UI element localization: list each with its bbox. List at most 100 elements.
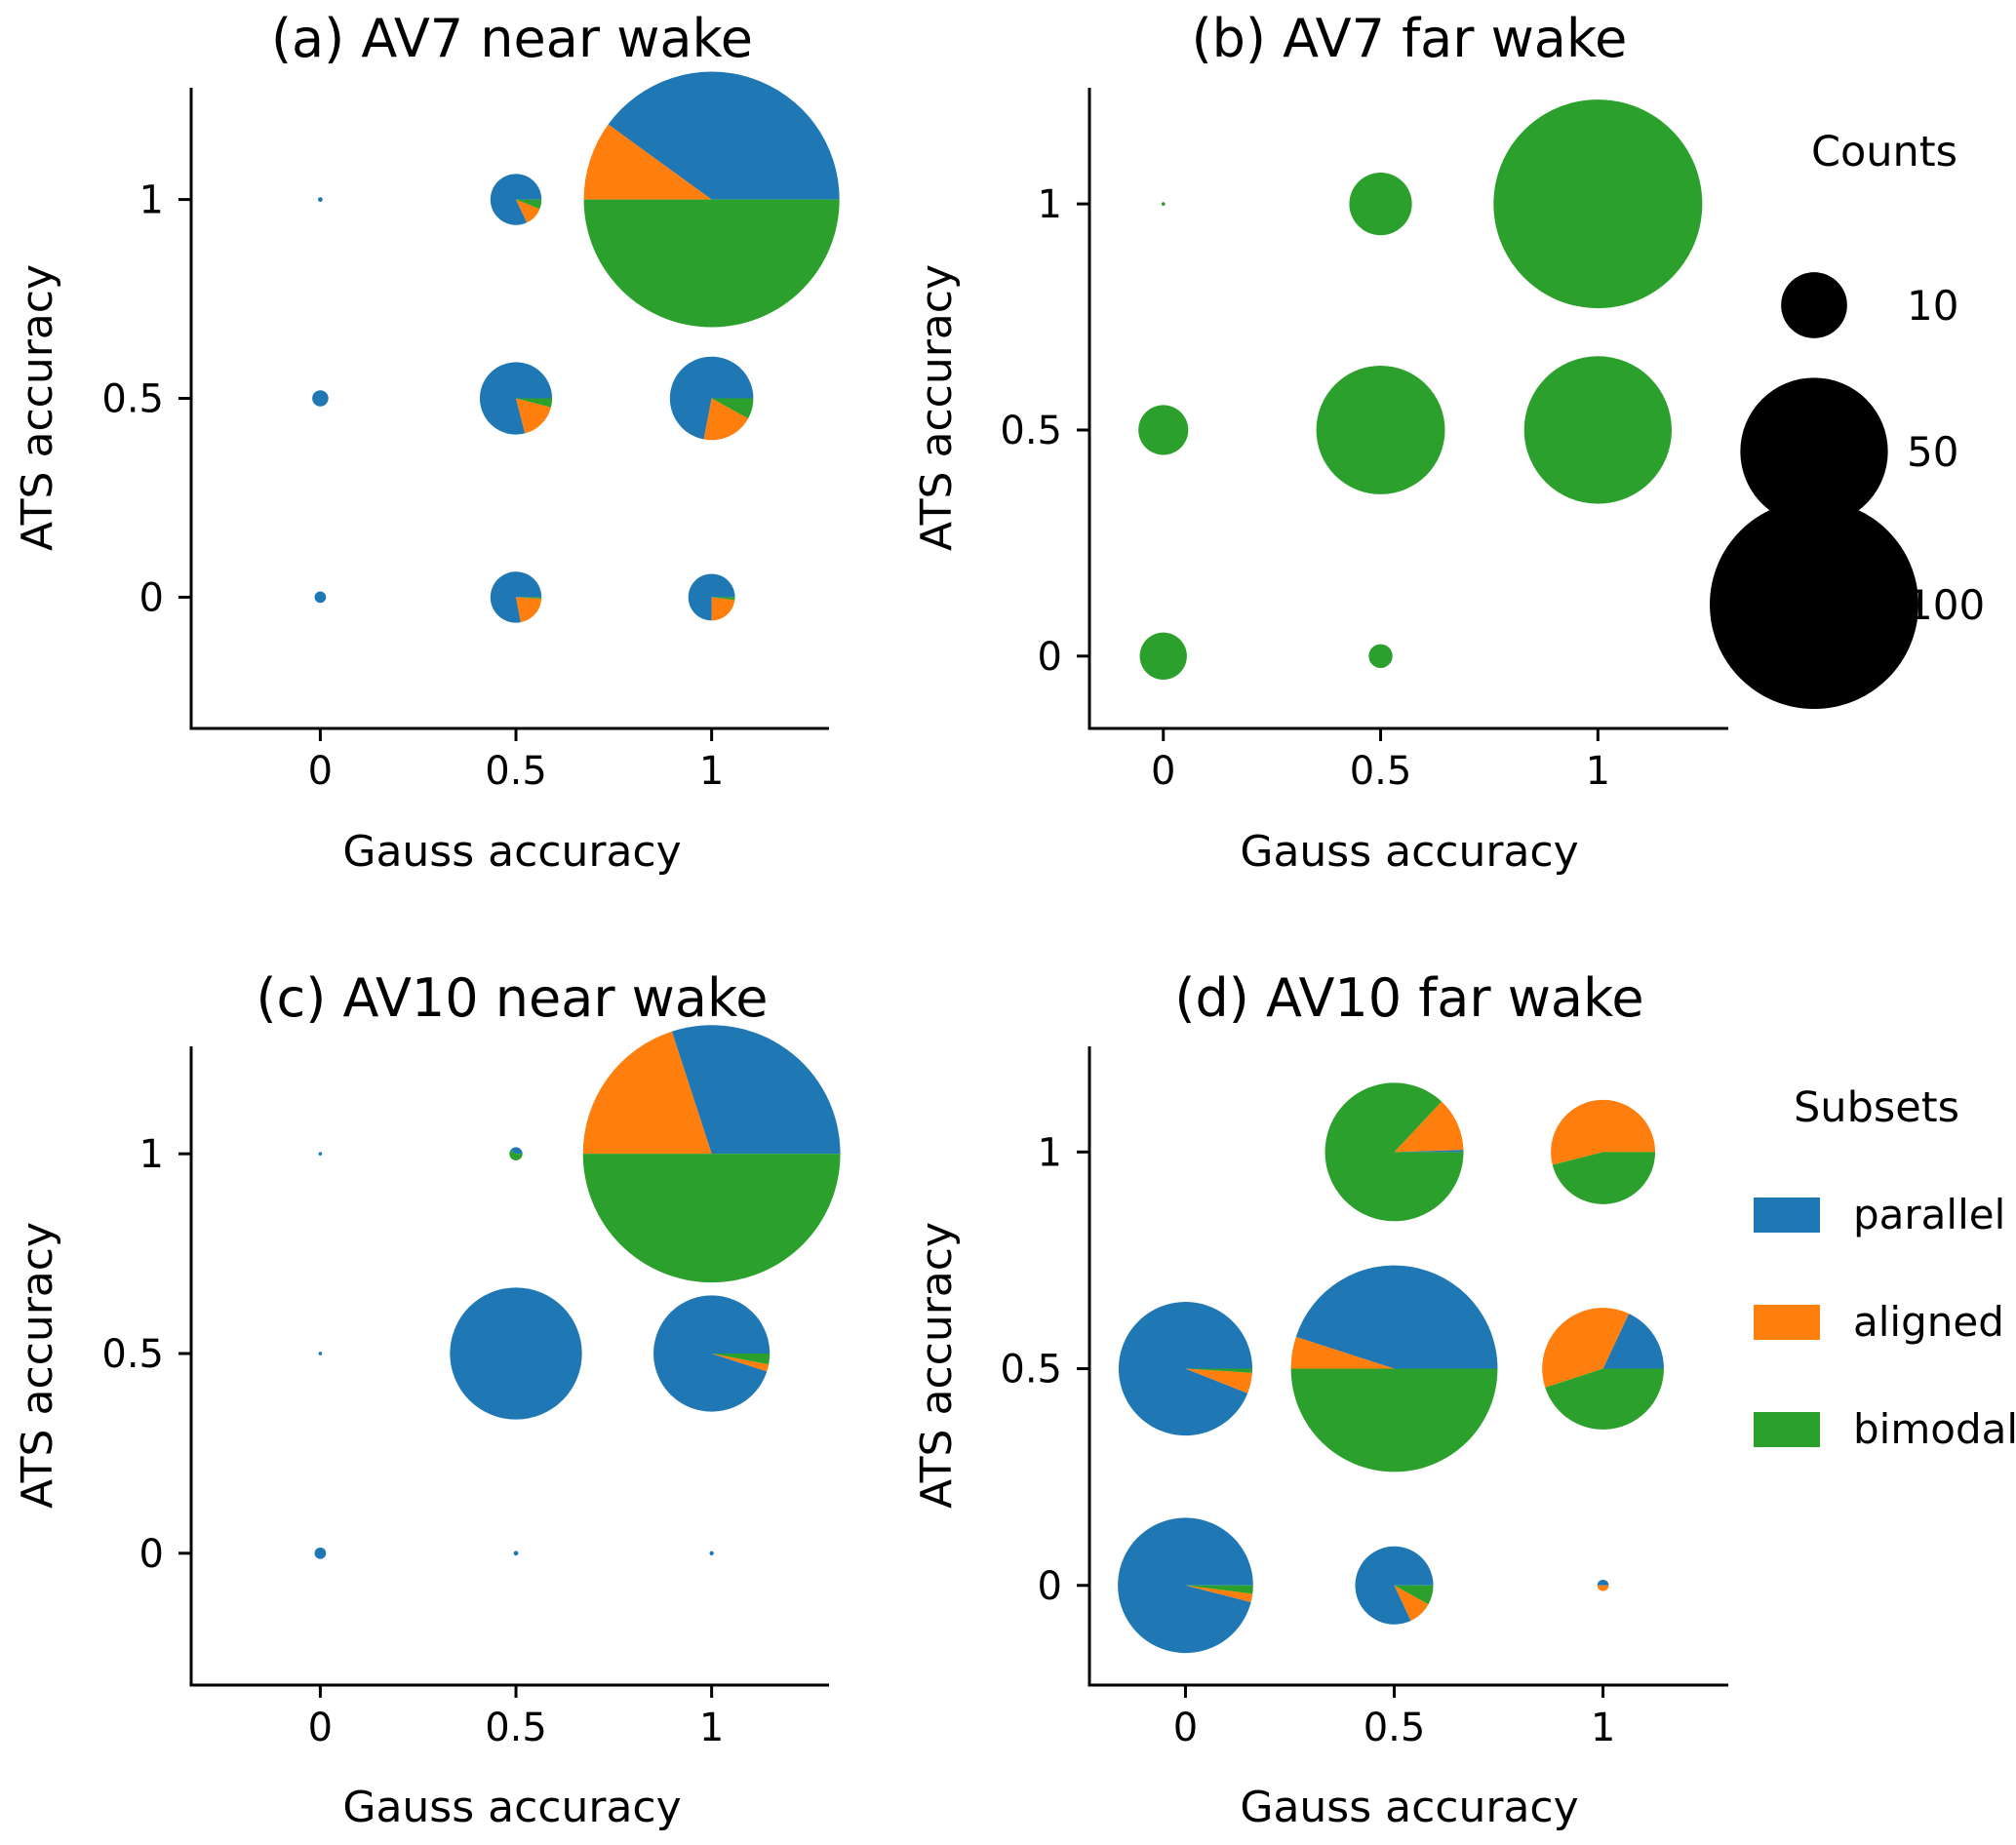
pie-slice-parallel [510, 1147, 523, 1155]
y-tick-label: 1 [1038, 182, 1062, 227]
pie-slice-aligned [1394, 1585, 1429, 1622]
pie-marker [450, 1287, 582, 1420]
pie-slice-aligned [516, 398, 551, 434]
pie-slice-parallel [318, 1152, 323, 1157]
pie-slice-bimodal [711, 1354, 771, 1365]
chart-title: (c) AV10 near wake [256, 967, 768, 1029]
subsets-legend: Subsets parallel aligned bimodal [1754, 1083, 2016, 1453]
x-tick-label: 0 [308, 749, 333, 794]
chart-title: (a) AV7 near wake [271, 8, 753, 69]
subsets-legend-title: Subsets [1794, 1083, 1959, 1132]
pie-slice-aligned [516, 597, 542, 623]
axis-ticks: 0 0.5 1 0 0.5 1 [1000, 1130, 1615, 1750]
pie-marker [1118, 1517, 1253, 1654]
x-tick-label: 0.5 [1364, 1706, 1426, 1750]
pie-slice-bimodal [1394, 1585, 1434, 1605]
pie-marker [583, 71, 840, 328]
panel-d: (d) AV10 far wake 0 0.5 1 0 0.5 1 Gauss accur… [912, 967, 1728, 1832]
pie-slice-bimodal [1139, 632, 1187, 680]
pie-marker [490, 571, 542, 623]
pie-slice-parallel [1394, 1150, 1464, 1153]
pie-slice-parallel [653, 1295, 771, 1412]
pie-marker [1597, 1579, 1609, 1591]
y-axis-label: ATS accuracy [912, 264, 962, 551]
pie-marker [513, 1551, 519, 1556]
pie-slice-bimodal [1349, 173, 1412, 236]
pie-slice-bimodal [516, 199, 542, 210]
pie-slice-aligned [711, 597, 735, 621]
axis-ticks: 0 0.5 1 0 0.5 1 [1000, 182, 1610, 794]
pie-slice-bimodal [1368, 644, 1393, 669]
pie-marker [1523, 356, 1672, 504]
pie-slice-bimodal [1290, 1368, 1498, 1472]
x-axis-label: Gauss accuracy [342, 1783, 681, 1832]
pie-markers [1138, 99, 1703, 680]
x-tick-label: 0.5 [485, 749, 547, 794]
legend-swatch-parallel [1754, 1197, 1820, 1233]
pie-markers [312, 71, 840, 623]
x-tick-label: 1 [1586, 749, 1610, 794]
pie-marker [490, 174, 542, 225]
y-tick-label: 0.5 [101, 1332, 164, 1377]
pie-slice-parallel [312, 390, 329, 407]
pie-slice-bimodal [516, 398, 553, 408]
pie-slice-bimodal [1493, 99, 1703, 309]
pie-slice-aligned [582, 1031, 712, 1155]
subsets-legend-entries: parallel aligned bimodal [1754, 1191, 2016, 1453]
pie-marker [314, 1547, 327, 1559]
chart-title: (b) AV7 far wake [1192, 8, 1628, 69]
pie-marker [509, 1147, 523, 1160]
counts-legend-title: Counts [1811, 128, 1957, 177]
pie-slice-bimodal [1545, 1368, 1664, 1430]
subset-legend-label: aligned [1853, 1298, 2004, 1346]
subset-legend-label: parallel [1853, 1191, 2005, 1238]
pie-marker [1542, 1308, 1664, 1430]
pie-slice-bimodal [711, 398, 754, 419]
axis-ticks: 0 0.5 1 0 0.5 1 [101, 178, 724, 794]
chart-title: (d) AV10 far wake [1174, 967, 1643, 1029]
pie-marker [1290, 1265, 1498, 1472]
pie-slice-parallel [669, 356, 754, 440]
y-tick-label: 0 [139, 1532, 164, 1577]
pie-slice-parallel [1295, 1265, 1498, 1369]
y-axis-label: ATS accuracy [13, 1222, 62, 1509]
x-tick-label: 0 [308, 1706, 333, 1750]
pie-slice-aligned [1542, 1308, 1630, 1388]
x-tick-label: 1 [699, 749, 724, 794]
x-axis-label: Gauss accuracy [1240, 827, 1578, 877]
pie-slice-parallel [318, 197, 323, 202]
x-tick-label: 0.5 [485, 1706, 547, 1750]
pie-marker [314, 591, 327, 604]
count-size-marker [1740, 377, 1888, 526]
count-legend-label: 10 [1907, 282, 1958, 330]
pie-marker [318, 1152, 323, 1157]
pie-slice-parallel [314, 1547, 327, 1559]
counts-legend-entries: 10 50 100 [1710, 272, 1985, 709]
x-axis-label: Gauss accuracy [342, 827, 681, 877]
pie-slice-bimodal [1185, 1585, 1253, 1594]
axis-ticks: 0 0.5 1 0 0.5 1 [101, 1132, 724, 1750]
pie-slice-bimodal [582, 1154, 841, 1283]
pie-slice-parallel [1118, 1302, 1252, 1436]
y-tick-label: 1 [139, 1132, 164, 1177]
pie-slice-parallel [709, 1551, 714, 1555]
count-legend-label: 100 [1907, 581, 1985, 629]
pie-marker [1551, 1099, 1656, 1204]
panel-b: (b) AV7 far wake 0 0.5 1 0 0.5 1 Gauss accura… [912, 8, 1728, 877]
pie-slice-parallel [513, 1551, 519, 1556]
pie-slice-bimodal [1138, 405, 1189, 455]
y-axis-label: ATS accuracy [13, 264, 62, 551]
y-tick-label: 0 [1038, 1564, 1062, 1609]
pie-marker [669, 356, 754, 441]
counts-legend: Counts 10 50 100 [1710, 128, 1985, 709]
legend-swatch-aligned [1754, 1305, 1820, 1340]
pie-slice-aligned [1394, 1101, 1464, 1153]
y-tick-label: 1 [1038, 1130, 1062, 1175]
y-tick-label: 0.5 [1000, 409, 1062, 453]
y-tick-label: 1 [139, 178, 164, 223]
pie-marker [1139, 632, 1187, 680]
pie-slice-parallel [318, 1352, 323, 1355]
pie-marker [318, 1352, 323, 1355]
pie-marker [709, 1551, 714, 1555]
pie-slice-bimodal [516, 597, 542, 600]
